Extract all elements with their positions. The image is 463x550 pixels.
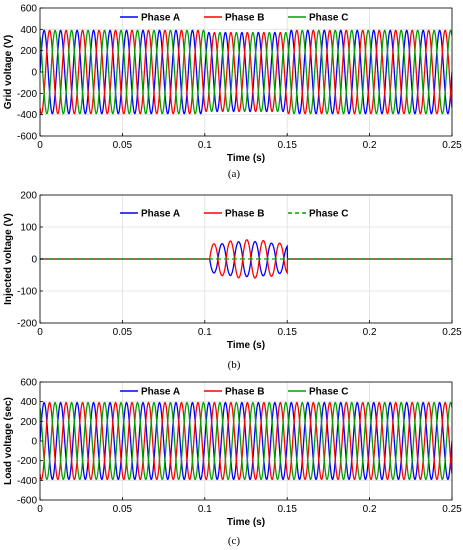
x-tick-label: 0 — [37, 504, 43, 515]
legend-entry-3: Phase C — [309, 13, 348, 24]
y-tick-label: -100 — [17, 287, 37, 298]
x-tick-label: 0.1 — [198, 327, 212, 338]
y-tick-label: -600 — [17, 132, 37, 143]
y-tick-label: -400 — [17, 110, 37, 121]
y-tick-label: -400 — [17, 476, 37, 487]
x-tick-label: 0.05 — [113, 504, 133, 515]
x-tick-label: 0.25 — [442, 140, 462, 151]
panel-caption: (a) — [228, 168, 241, 180]
y-tick-label: -200 — [17, 319, 37, 330]
legend-entry-3: Phase C — [309, 387, 348, 398]
x-axis-label: Time (s) — [227, 340, 265, 351]
y-axis-label: Injected voltage (V) — [3, 213, 14, 305]
chart-panel-1: 0 0.05 0.1 0.15 0.2 0.25 600 400 200 0 -200 -400 -60… — [3, 4, 462, 181]
x-tick-label: 0.05 — [113, 327, 133, 338]
x-axis-label: Time (s) — [227, 517, 265, 528]
legend-entry-2: Phase B — [225, 209, 264, 220]
y-tick-label: 400 — [20, 397, 37, 408]
y-axis-label: Load voltage (sec) — [3, 397, 14, 485]
y-tick-label: 0 — [31, 68, 37, 79]
legend-entry-3: Phase C — [309, 209, 348, 220]
series-line-phase-b — [40, 401, 452, 481]
y-tick-label: 600 — [20, 4, 37, 15]
y-tick-label: 200 — [20, 417, 37, 428]
y-tick-label: 200 — [20, 46, 37, 57]
series-line-phase-b — [40, 29, 452, 115]
y-axis-label: Grid voltage (V) — [3, 35, 14, 109]
x-tick-label: 0.1 — [198, 140, 212, 151]
y-tick-label: -600 — [17, 496, 37, 507]
x-tick-label: 0.1 — [198, 504, 212, 515]
series-line-phase-a — [40, 401, 452, 481]
x-tick-label: 0.15 — [277, 504, 297, 515]
x-tick-label: 0.05 — [113, 140, 133, 151]
y-tick-label: 100 — [20, 223, 37, 234]
series-line-phase-c — [40, 401, 452, 481]
series-line-phase-c — [40, 29, 452, 115]
x-tick-label: 0.2 — [363, 140, 377, 151]
x-tick-label: 0.25 — [442, 504, 462, 515]
x-tick-label: 0.2 — [363, 504, 377, 515]
x-tick-label: 0.2 — [363, 327, 377, 338]
y-tick-label: 200 — [20, 191, 37, 202]
legend-entry-2: Phase B — [225, 387, 264, 398]
legend-entry-1: Phase A — [141, 209, 180, 220]
chart-panel-2: 0 0.05 0.1 0.15 0.2 0.25 200 100 0 -100 -200 Time (… — [3, 191, 462, 372]
y-tick-label: -200 — [17, 89, 37, 100]
x-tick-label: 0.15 — [277, 327, 297, 338]
x-tick-label: 0 — [37, 140, 43, 151]
legend-entry-1: Phase A — [141, 387, 180, 398]
x-tick-label: 0.15 — [277, 140, 297, 151]
y-tick-label: 0 — [31, 437, 37, 448]
x-tick-label: 0 — [37, 327, 43, 338]
panel-caption: (b) — [228, 359, 241, 371]
y-tick-label: 600 — [20, 378, 37, 389]
legend-entry-2: Phase B — [225, 13, 264, 24]
panel-caption: (c) — [228, 535, 241, 547]
y-tick-label: 400 — [20, 25, 37, 36]
x-tick-label: 0.25 — [442, 327, 462, 338]
series-line-phase-a — [40, 29, 452, 115]
y-tick-label: 0 — [31, 255, 37, 266]
x-axis-label: Time (s) — [227, 153, 265, 164]
chart-panel-3: 0 0.05 0.1 0.15 0.2 0.25 600 400 200 0 -200 -400 -60… — [3, 378, 462, 548]
legend-entry-1: Phase A — [141, 13, 180, 24]
y-tick-label: -200 — [17, 456, 37, 467]
